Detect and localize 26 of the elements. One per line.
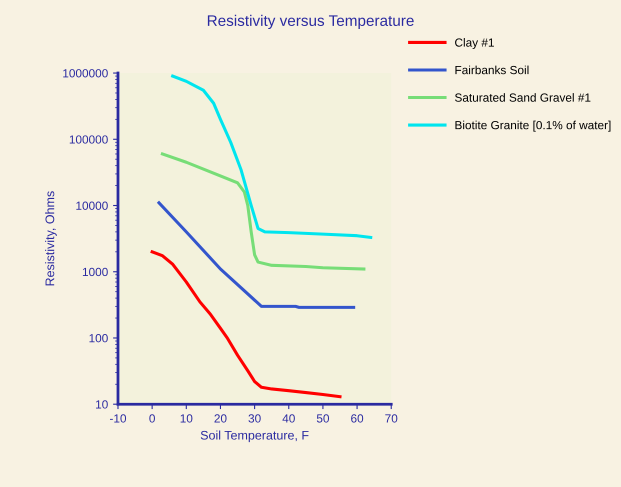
line-series bbox=[157, 201, 356, 309]
line-series bbox=[171, 74, 372, 239]
x-tick-label: 50 bbox=[316, 414, 330, 423]
chart-title: Resistivity versus Temperature bbox=[208, 14, 414, 30]
x-tick-label: 60 bbox=[351, 414, 364, 423]
y-tick-label: 10 bbox=[96, 400, 108, 409]
y-tick-label: 1000 bbox=[82, 268, 108, 276]
y-tick-label: 100 bbox=[89, 334, 108, 342]
legend-label: Fairbanks Soil bbox=[455, 66, 528, 74]
y-tick-label: 10000 bbox=[76, 202, 108, 210]
x-axis-title: Soil Temperature, F bbox=[200, 430, 309, 442]
x-tick-label: 0 bbox=[149, 414, 155, 423]
legend-label: Biotite Granite [0.1% of water] bbox=[455, 120, 610, 132]
line-series bbox=[150, 250, 342, 398]
legend-label: Clay #1 bbox=[455, 38, 494, 50]
y-tick-label: 1000000 bbox=[63, 69, 108, 78]
y-axis-title: Resistivity, Ohms bbox=[45, 191, 57, 286]
x-tick-label: -10 bbox=[110, 414, 126, 423]
line-series bbox=[160, 152, 366, 271]
legend-label: Saturated Sand Gravel #1 bbox=[455, 93, 590, 102]
x-tick-label: 30 bbox=[248, 414, 261, 423]
x-tick-label: 20 bbox=[214, 414, 227, 423]
x-tick-label: 40 bbox=[282, 414, 295, 423]
x-tick-label: 70 bbox=[385, 414, 398, 423]
x-tick-label: 10 bbox=[180, 414, 192, 423]
y-tick-label: 100000 bbox=[70, 135, 108, 144]
